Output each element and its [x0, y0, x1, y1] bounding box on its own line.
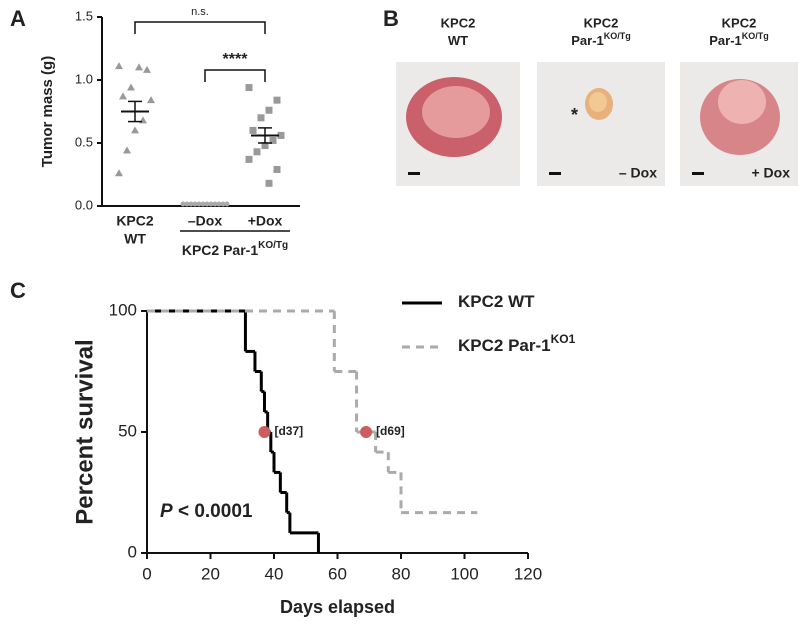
y-tick-label: 100: [109, 300, 137, 319]
tumor: [589, 92, 607, 112]
x-tick-label: 100: [450, 564, 478, 583]
p-value-italic: P: [160, 501, 173, 522]
data-point: [245, 155, 253, 163]
y-tick-label: 1.0: [75, 71, 93, 86]
x-tick-label: 60: [328, 564, 347, 583]
photo-title-text: Par-1: [571, 33, 604, 48]
data-point: [204, 201, 210, 207]
data-point: [115, 169, 123, 177]
data-point: [265, 106, 273, 114]
data-point: [180, 201, 186, 207]
data-point: [273, 165, 281, 173]
photo-caption: + Dox: [751, 165, 790, 181]
x-tick-label: +Dox: [248, 213, 283, 229]
x-tick-label: 80: [392, 564, 411, 583]
y-tick-label: 0.0: [75, 197, 93, 212]
significance-label: ****: [223, 51, 249, 68]
tumor: [422, 86, 490, 138]
y-tick-label: 50: [118, 421, 137, 440]
data-point: [123, 146, 131, 154]
photo-title: Par-1KO/Tg: [571, 31, 631, 48]
x-tick-label: 0: [142, 564, 151, 583]
x-tick-label: 120: [514, 564, 542, 583]
photo-title-sup: KO/Tg: [742, 31, 769, 41]
data-point: [261, 142, 269, 150]
significance-bracket: [134, 21, 266, 34]
data-point: [147, 96, 155, 104]
photo-title: KPC2: [441, 15, 476, 30]
panel-label: A: [10, 6, 26, 31]
y-axis-title: Tumor mass (g): [39, 56, 56, 167]
data-point: [188, 201, 194, 207]
data-point: [216, 201, 222, 207]
photo: [537, 62, 665, 186]
y-tick-label: 0: [128, 542, 137, 561]
group-label-sup: KO/Tg: [258, 240, 288, 251]
photo-title: WT: [448, 33, 468, 48]
data-point: [269, 136, 277, 144]
photo-title: Par-1KO/Tg: [709, 31, 769, 48]
scale-bar: [549, 172, 561, 175]
significance-label: n.s.: [191, 6, 209, 18]
data-point: [119, 92, 127, 100]
data-point: [220, 201, 226, 207]
photo-mark: *: [571, 105, 578, 125]
tumor: [718, 80, 766, 124]
data-point: [249, 126, 257, 134]
group-label-text: KPC2 Par-1: [182, 242, 258, 258]
x-tick-label: 40: [265, 564, 284, 583]
photo-title: KPC2: [584, 15, 619, 30]
legend-sup: KO1: [551, 332, 576, 346]
scale-bar: [408, 172, 420, 175]
p-value: P < 0.0001: [160, 501, 253, 522]
data-point: [224, 201, 230, 207]
data-point: [143, 65, 151, 73]
photo-title-text: Par-1: [709, 33, 742, 48]
x-tick-label: WT: [124, 231, 146, 247]
data-point: [277, 131, 285, 139]
photo-caption: – Dox: [619, 165, 657, 181]
data-point: [115, 62, 123, 70]
data-point: [257, 114, 265, 122]
x-tick-label: –Dox: [188, 213, 222, 229]
y-axis-title: Percent survival: [71, 339, 98, 524]
significance-bracket: [204, 69, 266, 82]
legend-label: KPC2 WT: [458, 292, 535, 311]
p-value-text: < 0.0001: [173, 501, 253, 522]
data-point: [196, 201, 202, 207]
data-point: [127, 83, 135, 91]
median-marker: [258, 426, 271, 438]
median-label: [d37]: [274, 424, 303, 438]
legend-text: KPC2 Par-1: [458, 336, 551, 355]
x-tick-label: 20: [201, 564, 220, 583]
data-point: [184, 201, 190, 207]
legend-label: KPC2 Par-1KO1: [458, 332, 576, 355]
data-point: [245, 84, 253, 92]
legend-text: KPC2 WT: [458, 292, 535, 311]
panel-label: B: [383, 6, 399, 31]
y-tick-label: 0.5: [75, 134, 93, 149]
data-point: [212, 201, 218, 207]
group-label: KPC2 Par-1KO/Tg: [182, 240, 288, 258]
data-point: [273, 96, 281, 104]
photo-title: KPC2: [722, 15, 757, 30]
scale-bar: [692, 172, 704, 175]
data-point: [200, 201, 206, 207]
x-axis-title: Days elapsed: [280, 597, 395, 617]
median-marker: [360, 426, 373, 438]
median-label: [d69]: [376, 424, 405, 438]
x-tick-label: KPC2: [116, 213, 154, 229]
y-tick-label: 1.5: [75, 8, 93, 23]
data-point: [192, 201, 198, 207]
data-point: [253, 148, 261, 156]
photo-title-text: WT: [448, 33, 468, 48]
data-point: [135, 63, 143, 71]
photo-title-sup: KO/Tg: [604, 31, 631, 41]
data-point: [208, 201, 214, 207]
panel-label: C: [10, 278, 26, 303]
data-point: [265, 179, 273, 187]
data-point: [131, 126, 139, 134]
